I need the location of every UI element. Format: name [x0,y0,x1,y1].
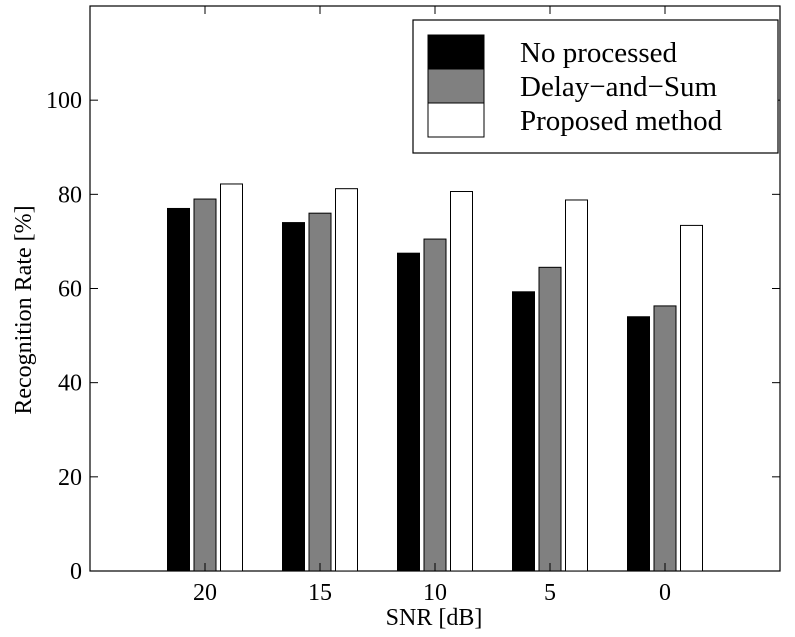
y-axis-label: Recognition Rate [%] [11,205,37,414]
legend-swatch [427,102,485,138]
bar-delay-and-sum-0 [653,305,677,572]
y-tick-label: 20 [58,465,82,491]
bar-proposed-method-0 [680,224,703,572]
bar-proposed-method-20 [220,183,243,572]
bar-no-processed-15 [282,222,305,572]
y-tick-label: 80 [58,182,82,208]
axes-group: 0 20 40 60 80 100 20 15 10 5 0 [46,6,780,606]
bar-no-processed-20 [167,207,190,572]
y-tick-label: 100 [46,88,82,114]
legend-swatch [427,68,485,104]
legend-label: No processed [520,37,678,69]
bar-delay-and-sum-15 [308,212,332,572]
y-tick-label: 0 [70,559,82,585]
bar-delay-and-sum-20 [193,198,217,572]
bar-proposed-method-15 [335,188,358,572]
y-tick-label: 40 [58,371,82,397]
bar-no-processed-10 [397,252,420,572]
bar-proposed-method-10 [450,191,473,572]
x-axis-label: SNR [dB] [386,605,483,631]
bar-no-processed-0 [627,316,650,572]
y-tick-label: 60 [58,277,82,303]
bar-proposed-method-5 [565,199,588,572]
x-tick-label: 20 [193,580,217,606]
x-tick-label: 0 [659,580,671,606]
bar-delay-and-sum-5 [538,266,562,572]
bar-no-processed-5 [512,291,535,572]
bar-delay-and-sum-10 [423,238,447,572]
x-tick-label: 10 [423,580,447,606]
x-tick-label: 15 [308,580,332,606]
legend-label: Proposed method [520,105,723,137]
x-tick-label: 5 [544,580,556,606]
legend-label: Delay−and−Sum [520,71,717,103]
legend-swatch [427,34,485,70]
bars-group [167,183,703,572]
